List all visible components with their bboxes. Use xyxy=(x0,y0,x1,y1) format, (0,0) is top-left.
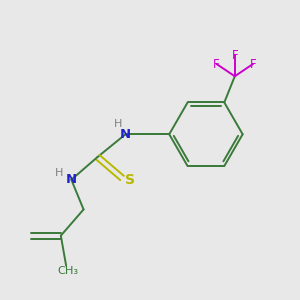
Text: CH₃: CH₃ xyxy=(57,266,78,276)
Text: N: N xyxy=(66,173,77,186)
Text: S: S xyxy=(125,173,135,187)
Text: F: F xyxy=(250,58,256,70)
Text: H: H xyxy=(114,119,122,130)
Text: H: H xyxy=(55,168,63,178)
Text: F: F xyxy=(213,58,220,70)
Text: F: F xyxy=(232,49,238,62)
Text: N: N xyxy=(120,128,131,141)
